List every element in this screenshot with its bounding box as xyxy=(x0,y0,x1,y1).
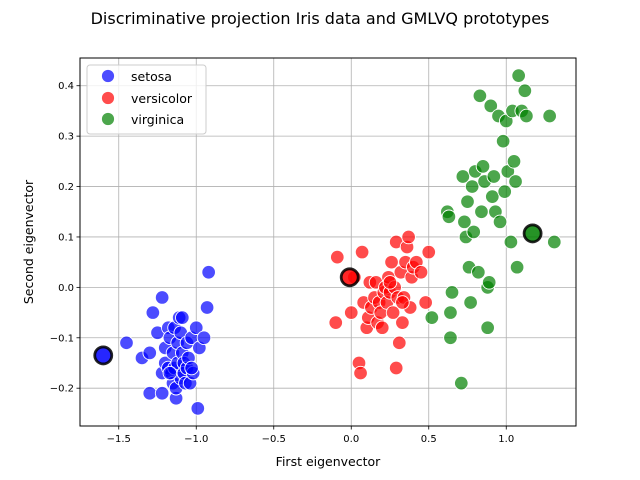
point-setosa xyxy=(201,264,216,280)
prototype-virginica xyxy=(522,223,543,244)
point-setosa xyxy=(154,385,170,401)
legend-label-versicolor: versicolor xyxy=(131,91,193,106)
point-virginica xyxy=(480,320,495,335)
point-virginica xyxy=(443,330,458,346)
point-virginica xyxy=(511,68,526,83)
point-setosa xyxy=(154,290,170,305)
legend-marker-versicolor xyxy=(101,91,115,105)
x-tick-label: 0.5 xyxy=(421,434,437,445)
point-virginica xyxy=(495,133,511,149)
point-virginica xyxy=(463,295,478,310)
point-virginica xyxy=(519,108,534,124)
point-versicolor xyxy=(413,264,429,280)
legend-marker-setosa xyxy=(101,69,115,83)
y-axis-label: Second eigenvector xyxy=(21,179,36,304)
point-setosa xyxy=(196,330,212,346)
point-virginica xyxy=(471,264,486,280)
legend-label-virginica: virginica xyxy=(131,112,184,127)
point-versicolor xyxy=(375,320,390,335)
point-versicolor xyxy=(344,305,359,320)
chart-title: Discriminative projection Iris data and … xyxy=(91,9,550,28)
x-tick-label: −1.0 xyxy=(184,434,208,445)
point-versicolor xyxy=(395,295,410,310)
point-versicolor xyxy=(382,275,398,290)
point-setosa xyxy=(162,365,178,381)
prototype-versicolor xyxy=(339,267,360,288)
y-tick-label: 0.3 xyxy=(58,132,74,143)
legend-marker-virginica xyxy=(101,112,115,126)
point-virginica xyxy=(486,169,502,184)
point-setosa xyxy=(188,320,204,335)
point-versicolor xyxy=(421,244,437,260)
point-virginica xyxy=(481,275,497,290)
axes-frame xyxy=(79,57,577,427)
point-virginica xyxy=(424,310,440,325)
point-setosa xyxy=(184,360,199,376)
y-tick-label: −0.2 xyxy=(50,384,74,395)
data-points xyxy=(119,68,562,416)
point-virginica xyxy=(542,108,557,124)
legend-label-setosa: setosa xyxy=(131,69,172,84)
point-virginica xyxy=(472,88,488,104)
legend: setosa versicolor virginica xyxy=(86,64,207,135)
x-tick-label: −0.5 xyxy=(262,434,286,445)
point-versicolor xyxy=(330,249,345,265)
y-tick-label: 0.0 xyxy=(58,283,74,294)
point-virginica xyxy=(457,214,472,230)
point-versicolor xyxy=(401,229,416,245)
point-setosa xyxy=(175,310,190,325)
x-tick-label: 0.0 xyxy=(343,434,359,445)
point-virginica xyxy=(441,209,457,225)
y-tick-label: 0.4 xyxy=(58,81,74,92)
point-virginica xyxy=(503,234,519,250)
y-tick-label: 0.1 xyxy=(58,232,74,243)
point-virginica xyxy=(508,174,523,189)
point-versicolor xyxy=(385,305,401,320)
x-axis-label: First eigenvector xyxy=(276,454,381,469)
point-versicolor xyxy=(418,295,433,310)
point-setosa xyxy=(119,335,134,351)
point-virginica xyxy=(509,259,525,275)
point-virginica xyxy=(492,214,508,230)
point-versicolor xyxy=(354,244,370,260)
y-axis-ticks: −0.2 −0.1 0.0 0.1 0.2 0.3 0.4 xyxy=(50,81,80,395)
point-setosa xyxy=(145,305,161,320)
point-setosa xyxy=(190,401,206,416)
x-tick-label: −1.5 xyxy=(107,434,131,445)
point-virginica xyxy=(485,189,500,204)
point-versicolor xyxy=(395,315,410,330)
point-setosa xyxy=(142,345,157,361)
x-tick-label: 1.0 xyxy=(498,434,514,445)
x-axis-ticks: −1.5 −1.0 −0.5 0.0 0.5 1.0 xyxy=(107,426,514,445)
point-virginica xyxy=(464,179,480,194)
point-setosa xyxy=(142,385,157,401)
point-versicolor xyxy=(388,360,404,376)
point-virginica xyxy=(506,154,522,169)
y-tick-label: 0.2 xyxy=(58,182,74,193)
point-virginica xyxy=(483,98,499,114)
point-virginica xyxy=(517,83,533,99)
point-virginica xyxy=(454,375,469,391)
prototype-markers xyxy=(93,223,543,366)
point-virginica xyxy=(474,204,489,220)
point-virginica xyxy=(466,224,481,240)
point-versicolor xyxy=(353,365,368,381)
point-virginica xyxy=(444,285,460,300)
prototype-setosa xyxy=(93,345,114,366)
point-versicolor xyxy=(392,335,407,351)
y-tick-label: −0.1 xyxy=(50,333,74,344)
point-virginica xyxy=(497,184,512,199)
point-versicolor xyxy=(328,315,344,330)
point-virginica xyxy=(443,305,458,320)
point-virginica xyxy=(460,194,475,209)
point-virginica xyxy=(455,169,471,184)
point-virginica xyxy=(475,159,491,174)
point-setosa xyxy=(199,300,215,315)
legend-box xyxy=(86,64,207,135)
point-virginica xyxy=(547,234,562,250)
